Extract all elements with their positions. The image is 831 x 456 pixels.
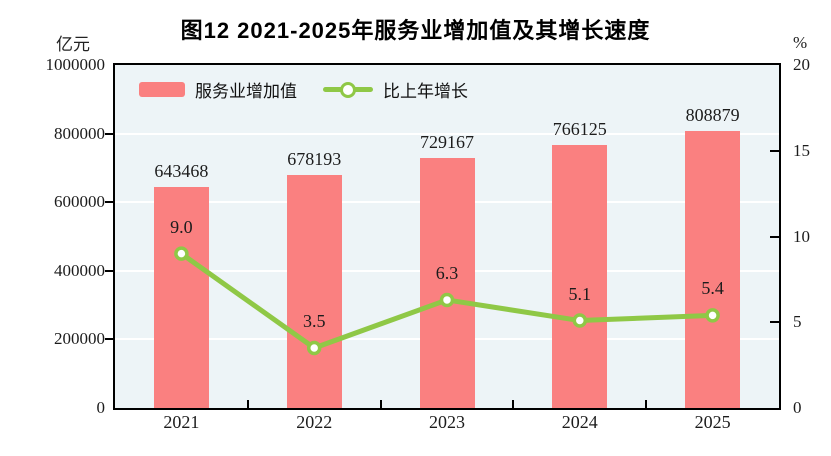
chart-legend: 服务业增加值 比上年增长 bbox=[139, 77, 468, 102]
line-marker bbox=[306, 340, 322, 356]
left-axis-tick-label: 400000 bbox=[54, 260, 105, 280]
bar-2022 bbox=[286, 175, 342, 408]
bar-value-label: 808879 bbox=[685, 104, 740, 125]
bar-2023 bbox=[419, 157, 475, 408]
legend-item-bar: 服务业增加值 bbox=[139, 77, 297, 102]
left-axis-tick-label: 200000 bbox=[54, 329, 105, 349]
right-axis-tick-label: 10 bbox=[793, 226, 810, 246]
line-value-label: 3.5 bbox=[302, 310, 326, 331]
right-axis-tick bbox=[770, 321, 779, 324]
left-axis-tick-label: 0 bbox=[96, 398, 106, 417]
chart-title: 图12 2021-2025年服务业增加值及其增长速度 bbox=[180, 18, 651, 43]
line-value-label: 5.4 bbox=[701, 278, 724, 299]
gridline bbox=[115, 132, 779, 135]
left-axis-tick bbox=[105, 338, 113, 341]
left-axis-tick-label: 1000000 bbox=[45, 55, 106, 74]
x-axis-label-2023: 2023 bbox=[429, 412, 465, 432]
bar-2024 bbox=[552, 145, 608, 408]
legend-label: 服务业增加值 bbox=[195, 82, 297, 101]
line-value-label: 5.1 bbox=[568, 283, 592, 304]
right-axis-tick-label: 15 bbox=[793, 140, 810, 160]
right-axis-tick-label: 0 bbox=[793, 398, 802, 417]
left-axis-tick bbox=[105, 201, 113, 204]
line-marker bbox=[572, 313, 588, 328]
bar-value-label: 643468 bbox=[154, 161, 209, 182]
left-axis-tick bbox=[105, 132, 113, 135]
x-axis-label-2022: 2022 bbox=[296, 412, 333, 432]
legend-label: 比上年增长 bbox=[383, 82, 468, 101]
bar-value-label: 678193 bbox=[287, 149, 342, 170]
x-axis-tick bbox=[246, 400, 249, 408]
right-axis-tick bbox=[770, 235, 779, 238]
x-axis-tick bbox=[512, 400, 515, 408]
right-axis-unit: % bbox=[793, 33, 808, 52]
line-swatch bbox=[323, 82, 373, 98]
line-marker bbox=[705, 308, 720, 323]
growth-line-series bbox=[174, 246, 720, 356]
line-marker bbox=[439, 292, 455, 308]
line-swatch-marker bbox=[340, 82, 356, 98]
x-axis-tick bbox=[379, 400, 382, 408]
bar-value-label: 729167 bbox=[420, 131, 474, 152]
left-axis-unit: 亿元 bbox=[56, 35, 90, 54]
bar-2025 bbox=[685, 130, 741, 408]
right-axis-tick-label: 20 bbox=[793, 55, 810, 74]
bar-value-label: 766125 bbox=[552, 119, 607, 140]
bar-2021 bbox=[153, 187, 209, 408]
plot-area: 服务业增加值 比上年增长 643468 678193 729167 766125 8088… bbox=[113, 63, 781, 410]
left-axis-tick-label: 600000 bbox=[54, 192, 105, 212]
line-value-label: 6.3 bbox=[435, 262, 459, 283]
legend-item-line: 比上年增长 bbox=[323, 77, 468, 102]
line-value-label: 9.0 bbox=[170, 216, 193, 237]
right-axis-tick bbox=[770, 149, 779, 152]
x-axis-label-2021: 2021 bbox=[163, 412, 200, 432]
line-marker bbox=[174, 246, 189, 261]
left-axis-tick-label: 800000 bbox=[54, 123, 105, 143]
right-axis-tick-label: 5 bbox=[793, 312, 802, 332]
x-axis-tick bbox=[645, 400, 648, 408]
x-axis-label-2025: 2025 bbox=[694, 412, 731, 432]
x-axis-label-2024: 2024 bbox=[561, 412, 598, 432]
bar-swatch bbox=[139, 82, 185, 97]
left-axis-tick bbox=[105, 269, 113, 272]
